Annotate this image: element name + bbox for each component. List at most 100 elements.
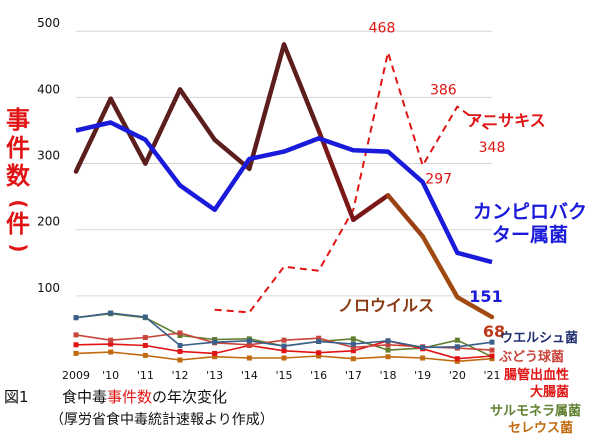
point-welchii-2021 — [489, 339, 495, 345]
point-ehec-2017 — [350, 348, 356, 354]
ylabel-char-0: 事 — [6, 106, 30, 134]
noro-segment — [247, 42, 287, 172]
data-label-anisakis-2020: 386 — [430, 83, 457, 99]
point-staph-2016 — [316, 335, 322, 341]
series-name-anisakis-0: アニサキス — [466, 111, 545, 130]
xtick-label-2020: '20 — [449, 369, 466, 382]
series-name-campylo-1: ター属菌 — [492, 223, 568, 246]
xtick-label-2009: 2009 — [62, 369, 90, 382]
data-label-noro-2021: 68 — [483, 322, 505, 341]
point-cereus-2020 — [454, 358, 460, 364]
xtick-label-2018: '18 — [379, 369, 396, 382]
noro-segment — [316, 128, 356, 223]
series-welchii — [73, 310, 495, 350]
xtick-label-2021: '21 — [483, 369, 500, 382]
point-welchii-2018 — [385, 338, 391, 344]
ytick-label-400: 400 — [37, 82, 60, 96]
point-ehec-2021 — [489, 353, 495, 359]
point-welchii-2013 — [212, 339, 218, 345]
point-welchii-2019 — [420, 344, 426, 350]
point-welchii-2012 — [177, 342, 183, 348]
xtick-label-2014: '14 — [241, 369, 258, 382]
data-label-anisakis-2018: 468 — [369, 20, 396, 36]
point-welchii-2015 — [281, 343, 287, 349]
series-name-staph-0: ぶどう球菌 — [498, 349, 564, 365]
point-staph-2014 — [246, 342, 252, 348]
point-welchii-2014 — [246, 338, 252, 344]
caption-source: （厚労省食中毒統計速報より作成） — [50, 411, 274, 428]
data-label-anisakis-2021: 348 — [479, 140, 506, 156]
xtick-label-2010: '10 — [102, 369, 119, 382]
series-name-cereus-0: セレウス菌 — [508, 420, 573, 436]
series-name-campylo-0: カンピロバク — [473, 201, 587, 223]
ytick-label-300: 300 — [37, 149, 60, 163]
series-line-campylo — [75, 120, 493, 265]
point-cereus-2017 — [350, 356, 356, 362]
point-welchii-2020 — [454, 344, 460, 350]
ylabel-char-4: 件 — [6, 210, 30, 238]
point-cereus-2016 — [316, 353, 322, 359]
point-ehec-2012 — [177, 348, 183, 354]
series-line-anisakis — [214, 51, 493, 314]
point-staph-2012 — [177, 330, 183, 336]
noro-segment — [281, 42, 321, 133]
point-staph-2021 — [489, 347, 495, 353]
noro-segment — [420, 234, 460, 300]
xtick-label-2015: '15 — [275, 369, 292, 382]
noro-segment — [351, 193, 391, 223]
point-welchii-2011 — [142, 314, 148, 320]
ytick-label-500: 500 — [37, 16, 60, 30]
point-cereus-2012 — [177, 357, 183, 363]
point-ehec-2009 — [73, 342, 79, 348]
point-salmonella-2013 — [212, 337, 218, 343]
point-salmonella-2012 — [177, 333, 183, 339]
point-welchii-2017 — [350, 341, 356, 347]
point-cereus-2015 — [281, 355, 287, 361]
caption-figure-number: 図1 — [4, 388, 29, 406]
point-salmonella-2018 — [385, 347, 391, 353]
xtick-label-2013: '13 — [206, 369, 223, 382]
ylabel-char-2: 数 — [6, 162, 31, 190]
ylabel-char-1: 件 — [6, 134, 30, 162]
caption-title: 食中毒事件数の年次変化 — [62, 388, 227, 406]
point-cereus-2018 — [385, 354, 391, 360]
point-ehec-2010 — [108, 341, 114, 347]
point-ehec-2013 — [212, 350, 218, 356]
point-cereus-2009 — [73, 350, 79, 356]
caption-title-post: の年次変化 — [152, 388, 227, 406]
point-cereus-2019 — [420, 355, 426, 361]
point-staph-2009 — [73, 332, 79, 338]
point-cereus-2014 — [246, 355, 252, 361]
point-staph-2011 — [142, 335, 148, 341]
ytick-label-200: 200 — [37, 215, 60, 229]
point-cereus-2013 — [212, 354, 218, 360]
series-anisakis — [214, 51, 493, 314]
ylabel-char-3: ( — [7, 199, 31, 208]
point-welchii-2009 — [73, 315, 79, 321]
noro-segment — [385, 193, 425, 239]
point-salmonella-2017 — [350, 336, 356, 342]
series-campylo — [75, 120, 493, 265]
point-cereus-2010 — [108, 349, 114, 355]
xtick-label-2019: '19 — [414, 369, 431, 382]
series-name-welchii-0: ウエルシュ菌 — [500, 330, 578, 346]
point-ehec-2011 — [142, 342, 148, 348]
noro-segment — [455, 294, 495, 320]
xtick-label-2012: '12 — [171, 369, 188, 382]
caption-title-pre: 食中毒 — [62, 388, 107, 406]
point-ehec-2016 — [316, 350, 322, 356]
series-name-salmonella-0: サルモネラ属菌 — [490, 403, 581, 419]
noro-segment — [143, 87, 183, 166]
point-salmonella-2020 — [454, 337, 460, 343]
noro-segment — [73, 96, 113, 174]
ytick-label-100: 100 — [37, 281, 60, 295]
point-staph-2017 — [350, 344, 356, 350]
caption-title-highlight: 事件数 — [107, 388, 152, 406]
data-label-anisakis-2019: 297 — [425, 172, 452, 188]
ylabel-char-5: ) — [7, 243, 31, 252]
series-name-ehec-0: 腸管出血性 — [504, 367, 569, 383]
point-ehec-2020 — [454, 356, 460, 362]
xtick-label-2016: '16 — [310, 369, 327, 382]
